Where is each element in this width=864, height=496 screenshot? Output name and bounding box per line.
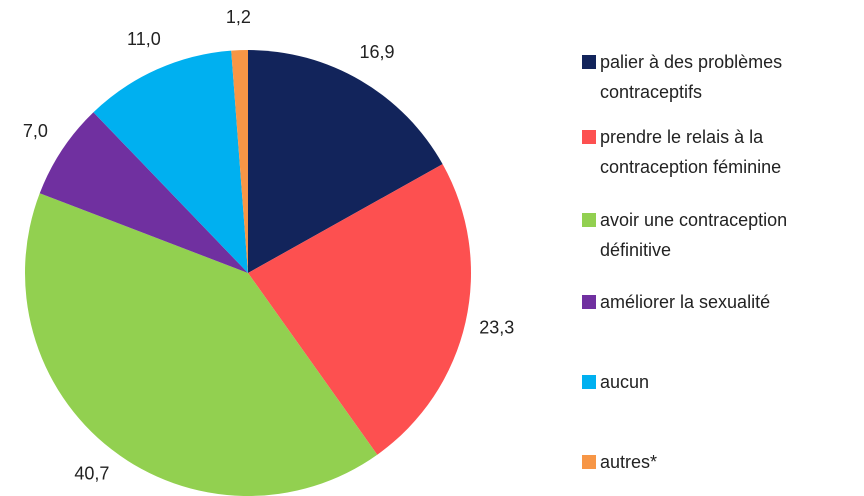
- legend-entry: prendre le relais à la contraception fém…: [580, 122, 860, 182]
- legend-swatch: [582, 295, 596, 309]
- legend-label: autres*: [600, 452, 658, 472]
- legend-swatch: [582, 130, 596, 144]
- legend-label: prendre le relais à la contraception fém…: [600, 127, 782, 177]
- pie-slice: [248, 50, 443, 273]
- legend-label: aucun: [600, 372, 650, 392]
- data-label: 40,7: [74, 463, 109, 483]
- data-label: 11,0: [127, 29, 161, 49]
- legend-label: palier à des problèmes contraceptifs: [600, 52, 783, 102]
- legend-entry: améliorer la sexualité: [580, 287, 860, 317]
- legend-swatch: [582, 55, 596, 69]
- legend-label: améliorer la sexualité: [600, 292, 771, 312]
- pie-slice: [39, 112, 248, 273]
- data-label: 23,3: [479, 318, 514, 338]
- legend-entry: avoir une contraception définitive: [580, 205, 860, 265]
- legend-swatch: [582, 213, 596, 227]
- pie-slice: [25, 193, 378, 496]
- data-label: 7,0: [23, 121, 48, 141]
- legend-swatch: [582, 455, 596, 469]
- legend-label: avoir une contraception définitive: [600, 210, 788, 260]
- pie-slice: [231, 50, 248, 273]
- legend-entry: autres*: [580, 447, 860, 477]
- pie-slice: [248, 164, 472, 455]
- legend-entry: palier à des problèmes contraceptifs: [580, 47, 860, 107]
- legend-entry: aucun: [580, 367, 860, 397]
- legend-swatch: [582, 375, 596, 389]
- data-label: 1,2: [226, 7, 251, 27]
- data-label: 16,9: [359, 42, 394, 62]
- pie-slice: [93, 50, 249, 274]
